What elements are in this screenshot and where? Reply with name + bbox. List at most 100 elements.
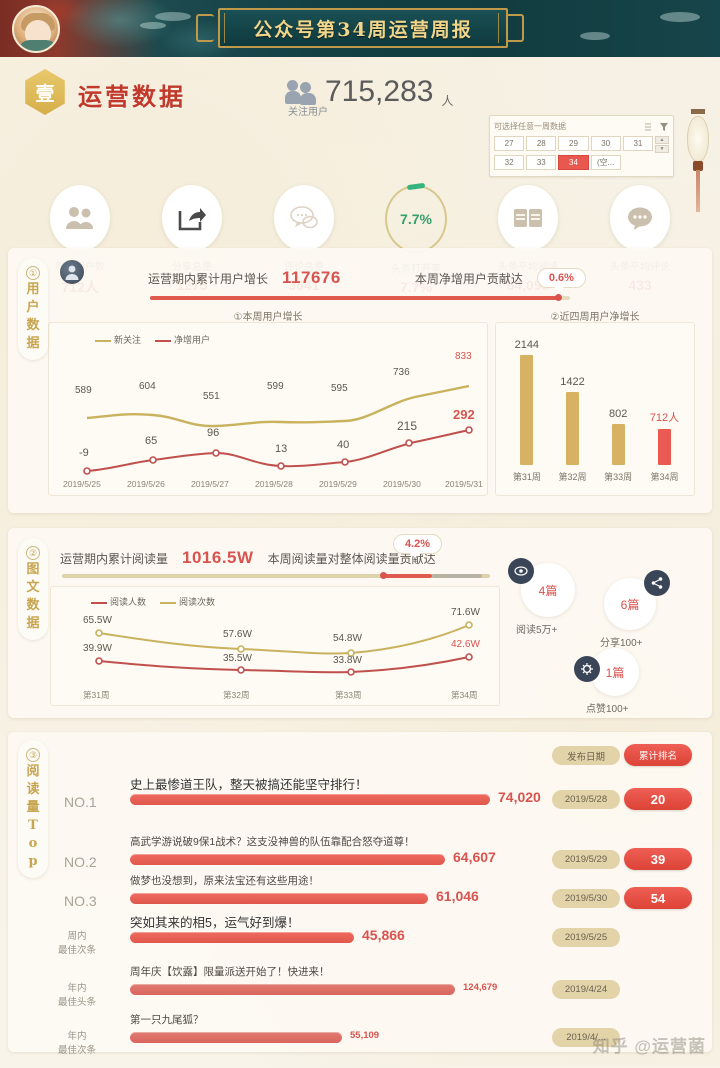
article-title[interactable]: 做梦也没想到，原来法宝还有这些用途！ [130,875,319,887]
line-point-label: -9 [79,447,89,459]
x-axis-tick: 第34周 [451,690,478,700]
publish-date: 2019/5/29 [552,850,620,869]
bar-item: 802 第33周 [604,337,632,483]
week-option-29[interactable]: 29 [558,136,589,151]
table-row: 周内 最佳次条 突如其来的相5，运气好到爆！ 45,866 2019/5/25 [8,908,712,968]
week-selector[interactable]: 可选择任意一周数据 27 28 29 30 31 ▲ ▼ [489,115,674,177]
line-point-label: 96 [207,427,220,439]
content-summary-value: 1016.5W [182,548,254,567]
badge-count: 1篇 [605,665,625,680]
content-contrib-progress [62,572,490,579]
sidebar-tab-label: p [28,853,38,869]
sidebar-tab-top-reading[interactable]: ③ 阅 读 量 T o p [18,740,48,878]
sidebar-tab-label: o [28,835,38,851]
sidebar-tab-label: 阅 [26,764,40,779]
user-summary-row: 运营期内累计用户增长 117676 本周净增用户贡献达 0.6% [148,262,586,292]
week-grid[interactable]: 27 28 29 30 31 ▲ ▼ 32 33 34 (空... [494,136,669,170]
bar-category-label: 第33周 [604,472,633,482]
x-axis-tick: 2019/5/30 [383,479,421,489]
article-title[interactable]: 史上最惨道王队，整天被搞还能坚守排行！ [130,778,368,792]
week-option-blank[interactable]: (空... [590,155,621,170]
read-people-label: 33.8W [333,655,362,666]
cloud-decor-icon [140,22,166,29]
list-icon[interactable] [644,122,654,132]
badge-caption: 点赞100+ [586,704,629,715]
bar-item: 2144 第31周 [513,337,541,483]
week-selector-hint: 可选择任意一周数据 [494,122,566,131]
line-point-label: 589 [75,385,92,396]
bar-category-label: 第31周 [512,472,541,482]
table-row: 年内 最佳次条 第一只九尾狐？ 55,109 2019/4/... [8,1008,712,1068]
week-option-31[interactable]: 31 [622,136,653,151]
read-trend-line-chart: 阅读人数 阅读次数 65.5W 57.6W 54.8W 71.6W 39.9W … [50,586,500,706]
sidebar-tab-content-data[interactable]: ② 图 文 数 据 [18,538,48,640]
line-point-label: 292 [453,407,475,422]
open-rate-ring-value: 7.7% [400,211,432,227]
x-axis-tick: 2019/5/26 [127,479,165,489]
sidebar-tab-number: ① [26,266,40,280]
chart1-title: ①本周用户增长 [233,312,303,323]
read-value: 74,020 [498,789,541,805]
article-title[interactable]: 突如其来的相5，运气好到爆！ [130,916,300,930]
read-times-label: 65.5W [83,615,112,626]
read-value: 45,866 [362,927,405,943]
sidebar-tab-user-data[interactable]: ① 用 户 数 据 [18,258,48,360]
user-summary-value: 117676 [282,268,341,287]
ornament-left-icon [196,14,214,42]
user-contrib-label: 本周净增用户贡献达 [414,271,523,286]
week-scroll-spinner[interactable]: ▲ ▼ [655,136,669,153]
content-summary-label: 运营期内累计阅读量 [60,551,169,566]
page-header: 公众号第34周运营周报 [0,0,720,57]
read-value: 64,607 [453,849,496,865]
bar-item-highlight: 712人 第34周 [650,337,679,483]
article-title[interactable]: 高武学游说破9保1战术？这支没神兽的队伍靠配合怒夺道尊！ [130,836,415,848]
x-axis-tick: 2019/5/29 [319,479,357,489]
sidebar-tab-number: ② [26,546,40,560]
col-header-date: 发布日期 [552,746,620,765]
ornament-right-icon [506,14,524,42]
filter-icon[interactable] [659,122,669,132]
line-point-label: 736 [393,367,410,378]
dots-bubble-icon [610,185,670,251]
follow-user-unit: 人 [441,94,454,108]
line-point-label: 551 [203,391,220,402]
table-row: NO.1 史上最惨道王队，整天被搞还能坚守排行！ 74,020 2019/5/2… [8,770,712,830]
week-option-30[interactable]: 30 [590,136,621,151]
x-axis-tick: 第31周 [83,690,110,700]
value-bar [130,1032,342,1043]
week-option-34-selected[interactable]: 34 [558,155,589,170]
value-bar [130,854,445,865]
read-chart-svg [95,621,473,676]
value-bar [130,932,354,943]
bar-value-label: 802 [608,408,628,420]
legend-item-new-follow: 新关注 [95,333,141,346]
cumulative-rank: 54 [624,887,692,909]
line-point-label: 599 [267,381,284,392]
line-point-label: 13 [275,443,288,455]
scroll-down-icon[interactable]: ▼ [655,145,669,153]
user-growth-line-chart: 新关注 净增用户 589 604 551 599 595 736 833 -9 [48,322,488,496]
scroll-up-icon[interactable]: ▲ [655,136,669,144]
user-contrib-progress [150,294,570,301]
week-option-28[interactable]: 28 [526,136,557,151]
article-title[interactable]: 第一只九尾狐？ [130,1014,204,1026]
cloud-decor-icon [155,12,191,21]
article-title[interactable]: 周年庆【饮露】限量派送开始了！快进来！ [130,966,330,978]
content-contrib-label: 本周阅读量对整体阅读量贡献达 [267,551,436,566]
read-times-label: 57.6W [223,629,252,640]
value-bar [130,893,428,904]
sidebar-tab-number: ③ [26,748,40,762]
users-icon [50,185,110,251]
line-point-label: 215 [397,419,418,433]
bar-value-label: 2144 [514,339,540,351]
user-avatar-bubble-icon [60,260,84,284]
sidebar-tab-label: T [28,817,38,833]
sidebar-tab-label: 图 [26,562,40,577]
week-option-33[interactable]: 33 [526,155,557,170]
week-option-32[interactable]: 32 [494,155,525,170]
section-seal-icon: 壹 [25,69,65,115]
read-times-label: 54.8W [333,633,362,644]
read-people-label: 35.5W [223,653,252,664]
bar-category-label: 第32周 [558,472,587,482]
week-option-27[interactable]: 27 [494,136,525,151]
